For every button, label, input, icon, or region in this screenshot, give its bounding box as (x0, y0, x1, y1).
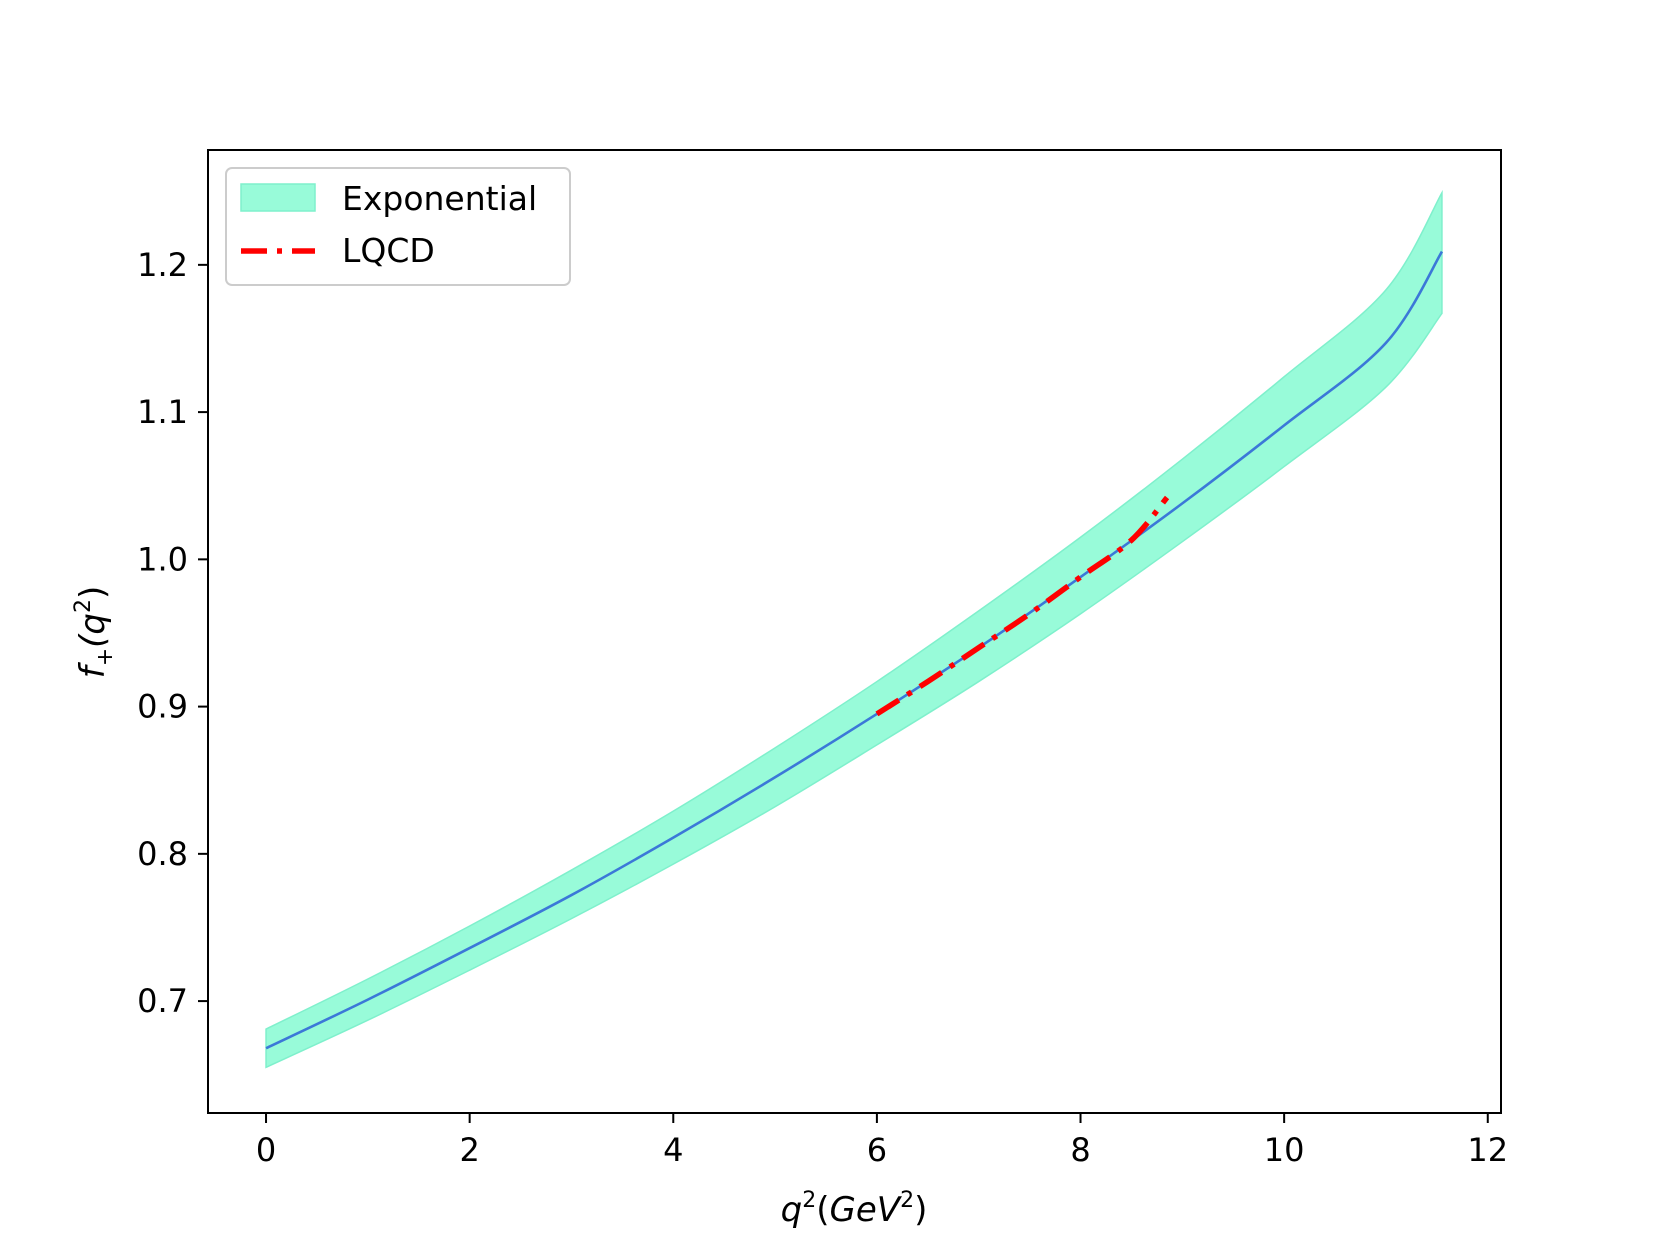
lqcd-line (875, 495, 1170, 717)
x-axis: 0 2 4 6 8 10 12 (256, 1113, 1508, 1169)
x-axis-label-unit: GeV (830, 1190, 903, 1230)
x-axis-label: q2(GeV2) (781, 1188, 928, 1230)
exponential-central-line (265, 250, 1444, 1050)
legend-exponential-label: Exponential (342, 179, 537, 218)
exponential-band (265, 189, 1443, 1069)
x-axis-label-unit-close: ) (914, 1190, 927, 1230)
y-axis-label: f+(q2) (71, 586, 118, 679)
legend-exponential-swatch (240, 183, 316, 212)
y-tick-label: 0.9 (137, 688, 188, 726)
legend: Exponential LQCD (225, 167, 571, 286)
y-tick-label: 0.7 (137, 982, 188, 1020)
x-tick-label: 2 (459, 1131, 479, 1169)
x-axis-label-base: q (781, 1190, 803, 1230)
legend-lqcd-label: LQCD (342, 231, 435, 270)
plot-area (265, 189, 1444, 1069)
y-axis-label-arg-sup: 2 (71, 599, 96, 613)
x-tick-label: 4 (663, 1131, 683, 1169)
y-tick-label: 1.2 (137, 246, 188, 284)
x-axis-label-unit-sup: 2 (900, 1188, 914, 1213)
x-tick-label: 8 (1070, 1131, 1090, 1169)
y-axis-label-arg-open: (q (73, 613, 113, 648)
y-axis-label-arg-close: ) (73, 586, 113, 599)
y-tick-label: 0.8 (137, 835, 188, 873)
x-axis-label-unit-open: ( (816, 1190, 829, 1230)
axes-frame (207, 149, 1502, 1114)
x-tick-label: 6 (867, 1131, 887, 1169)
x-tick-label: 10 (1264, 1131, 1305, 1169)
y-axis: 0.7 0.8 0.9 1.0 1.1 1.2 (137, 246, 208, 1020)
y-axis-label-sub: + (93, 648, 118, 666)
y-tick-label: 1.0 (137, 540, 188, 578)
x-tick-label: 0 (256, 1131, 276, 1169)
x-axis-label-sup: 2 (802, 1188, 816, 1213)
y-tick-label: 1.1 (137, 393, 188, 431)
x-tick-label: 12 (1467, 1131, 1508, 1169)
